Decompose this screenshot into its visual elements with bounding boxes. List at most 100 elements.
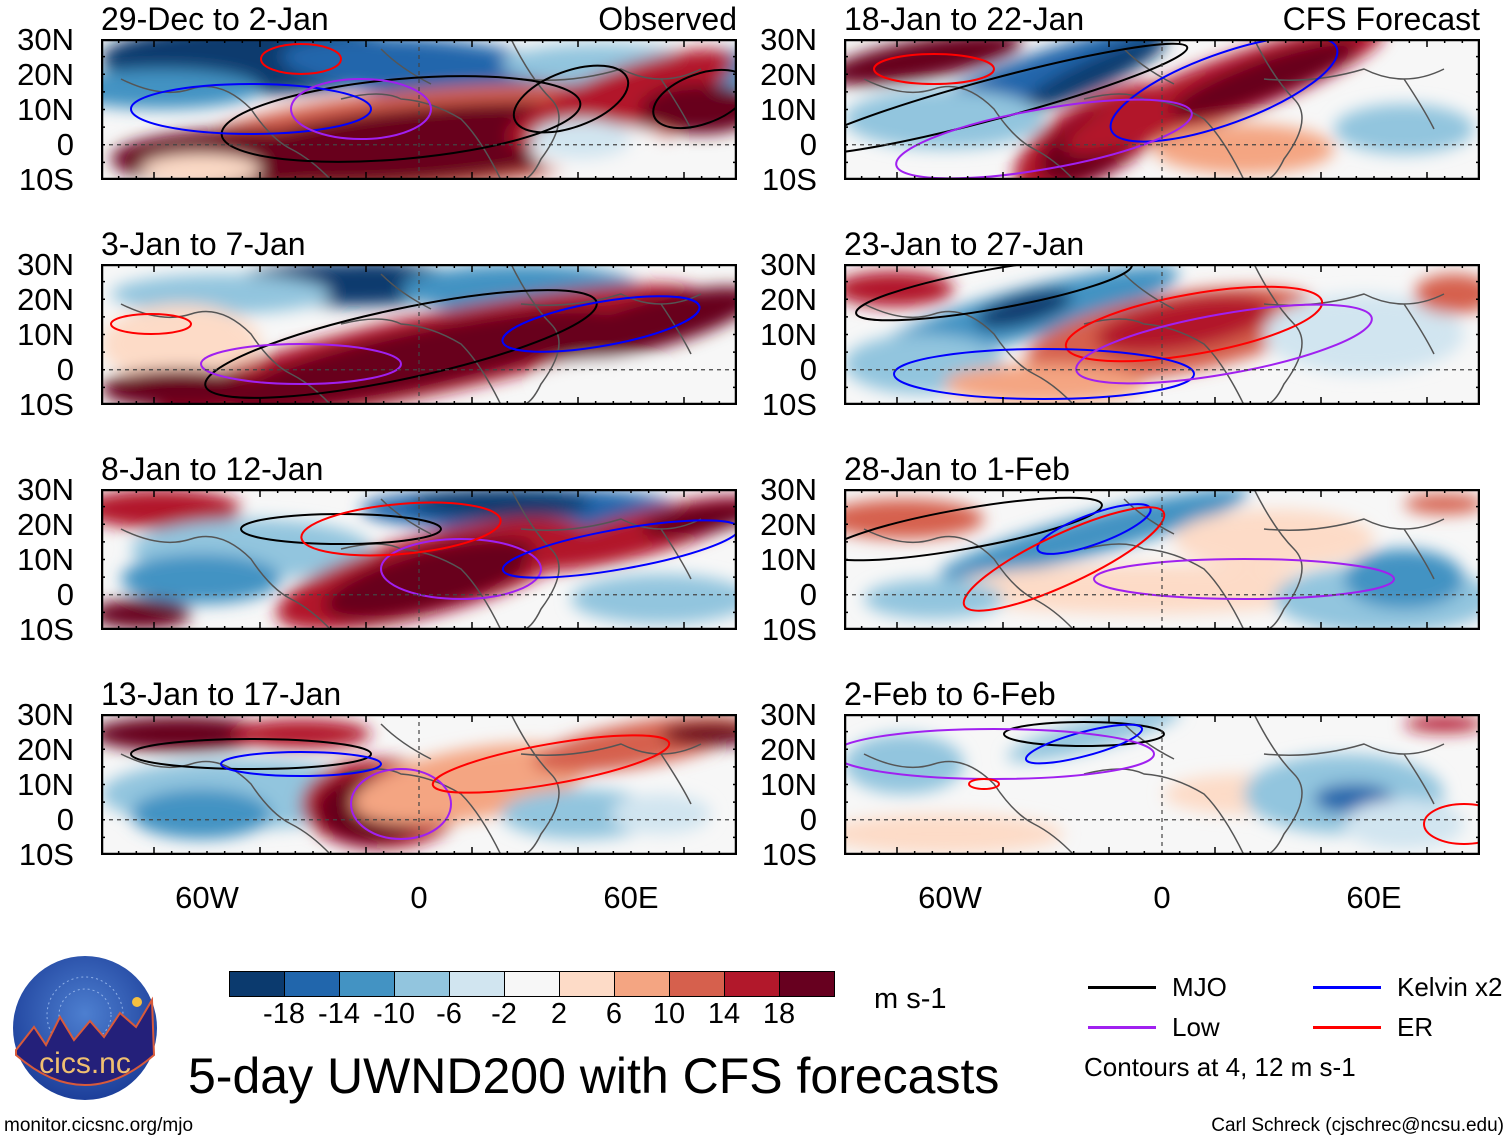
lat-label: 20N <box>17 282 74 317</box>
lat-label: 30N <box>760 247 817 282</box>
lat-label: 0 <box>799 127 817 162</box>
colorbar-tick-label: 10 <box>652 998 686 1030</box>
lat-label: 20N <box>17 507 74 542</box>
footer-url[interactable]: monitor.cicsnc.org/mjo <box>4 1115 194 1136</box>
lat-label: 10S <box>18 162 74 197</box>
colorbar-swatch <box>340 972 395 996</box>
wind-anomaly-blob <box>501 789 661 839</box>
svg-text:cics.nc: cics.nc <box>39 1047 131 1080</box>
wind-anomaly-blob <box>101 716 271 752</box>
lat-label: 20N <box>760 732 817 767</box>
lat-label: 30N <box>17 22 74 57</box>
wind-anomaly-blob <box>944 364 1144 404</box>
wind-anomaly-blob <box>1404 494 1480 514</box>
contour-line <box>895 98 1193 180</box>
colorbar-swatch <box>505 972 560 996</box>
forecast-label: CFS Forecast <box>1282 1 1480 37</box>
map-panel <box>844 714 1480 855</box>
lat-label: 30N <box>760 22 817 57</box>
wind-anomaly-blob <box>324 538 538 620</box>
lat-label: 10N <box>760 767 817 802</box>
contour-line <box>652 68 737 130</box>
colorbar-tick-label: -2 <box>491 998 517 1030</box>
lat-label: 0 <box>56 352 74 387</box>
legend-line-low <box>1088 1026 1156 1029</box>
wind-anomaly-blob <box>844 89 1044 149</box>
lon-label: 60E <box>603 880 659 915</box>
colorbar-swatch <box>230 972 285 996</box>
wind-anomaly-blob <box>1095 294 1273 354</box>
coastline <box>863 714 1445 855</box>
wind-anomaly-blob <box>1344 549 1464 609</box>
panel-title: 28-Jan to 1-Feb <box>844 451 1070 487</box>
lat-label: 10N <box>760 92 817 127</box>
contour-line <box>501 519 737 579</box>
colorbar-swatch <box>670 972 725 996</box>
lat-label: 20N <box>17 732 74 767</box>
contour-line <box>130 738 372 770</box>
lat-label: 10N <box>17 767 74 802</box>
wind-anomaly-blob <box>141 154 261 180</box>
wind-anomaly-blob <box>111 274 331 314</box>
colorbar-tick-label: -18 <box>263 998 305 1030</box>
colorbar-tick-label: -10 <box>373 998 415 1030</box>
map-panel <box>101 39 737 180</box>
lon-label: 60W <box>918 880 982 915</box>
map-panel <box>101 489 737 630</box>
figure-title: 5-day UWND200 with CFS forecasts <box>188 1048 1000 1104</box>
lat-label: 20N <box>760 282 817 317</box>
wind-anomaly-blob <box>101 304 261 384</box>
wind-anomaly-blob <box>844 734 964 794</box>
contour-line <box>130 83 372 135</box>
contour-line <box>220 751 382 777</box>
lat-label: 10N <box>17 542 74 577</box>
colorbar-tick-label: -14 <box>318 998 360 1030</box>
contour-line <box>350 768 452 840</box>
lat-label: 30N <box>17 247 74 282</box>
map-panel <box>844 39 1480 180</box>
legend-label: Low <box>1172 1012 1220 1042</box>
lon-label: 0 <box>410 880 428 915</box>
wind-anomaly-blob <box>1174 509 1374 569</box>
contour-line <box>893 348 1195 400</box>
wind-anomaly-blob <box>121 554 281 604</box>
contour-note: Contours at 4, 12 m s-1 <box>1084 1052 1356 1082</box>
map-panel <box>101 714 737 855</box>
contour-line <box>290 78 432 140</box>
lat-label: 20N <box>760 507 817 542</box>
contour-line <box>1109 39 1339 143</box>
lat-label: 0 <box>56 577 74 612</box>
colorbar-swatch <box>450 972 505 996</box>
wind-anomaly-blob <box>131 789 271 839</box>
wind-anomaly-blob <box>1414 274 1480 314</box>
contour-line <box>431 734 671 794</box>
legend-line-kelvin <box>1313 986 1381 989</box>
wind-anomaly-blob <box>231 719 371 749</box>
legend-label: Kelvin x2 <box>1397 972 1503 1002</box>
wind-anomaly-blob <box>541 359 661 399</box>
legend-label: MJO <box>1172 972 1227 1002</box>
lat-label: 0 <box>56 127 74 162</box>
map-panel <box>844 489 1480 630</box>
lat-label: 20N <box>17 57 74 92</box>
cics-logo: cics.nc <box>12 955 158 1101</box>
colorbar-swatch <box>615 972 670 996</box>
colorbar-swatch <box>780 972 834 996</box>
lat-label: 30N <box>760 697 817 732</box>
panel-title: 13-Jan to 17-Jan <box>101 676 342 712</box>
lon-label: 0 <box>1153 880 1171 915</box>
colorbar-units: m s-1 <box>874 983 947 1015</box>
wind-anomaly-blob <box>544 286 737 362</box>
lat-label: 10N <box>760 542 817 577</box>
wind-anomaly-blob <box>844 271 954 307</box>
wind-anomaly-blob <box>1154 124 1334 174</box>
wind-anomaly-blob <box>939 489 1249 580</box>
lat-label: 0 <box>799 802 817 837</box>
contour-line <box>1423 803 1480 845</box>
observed-label: Observed <box>598 1 737 37</box>
lat-label: 30N <box>17 472 74 507</box>
lat-label: 0 <box>56 802 74 837</box>
colorbar-tick-label: -6 <box>436 998 462 1030</box>
contour-line <box>110 313 192 335</box>
coastline <box>863 264 1445 405</box>
